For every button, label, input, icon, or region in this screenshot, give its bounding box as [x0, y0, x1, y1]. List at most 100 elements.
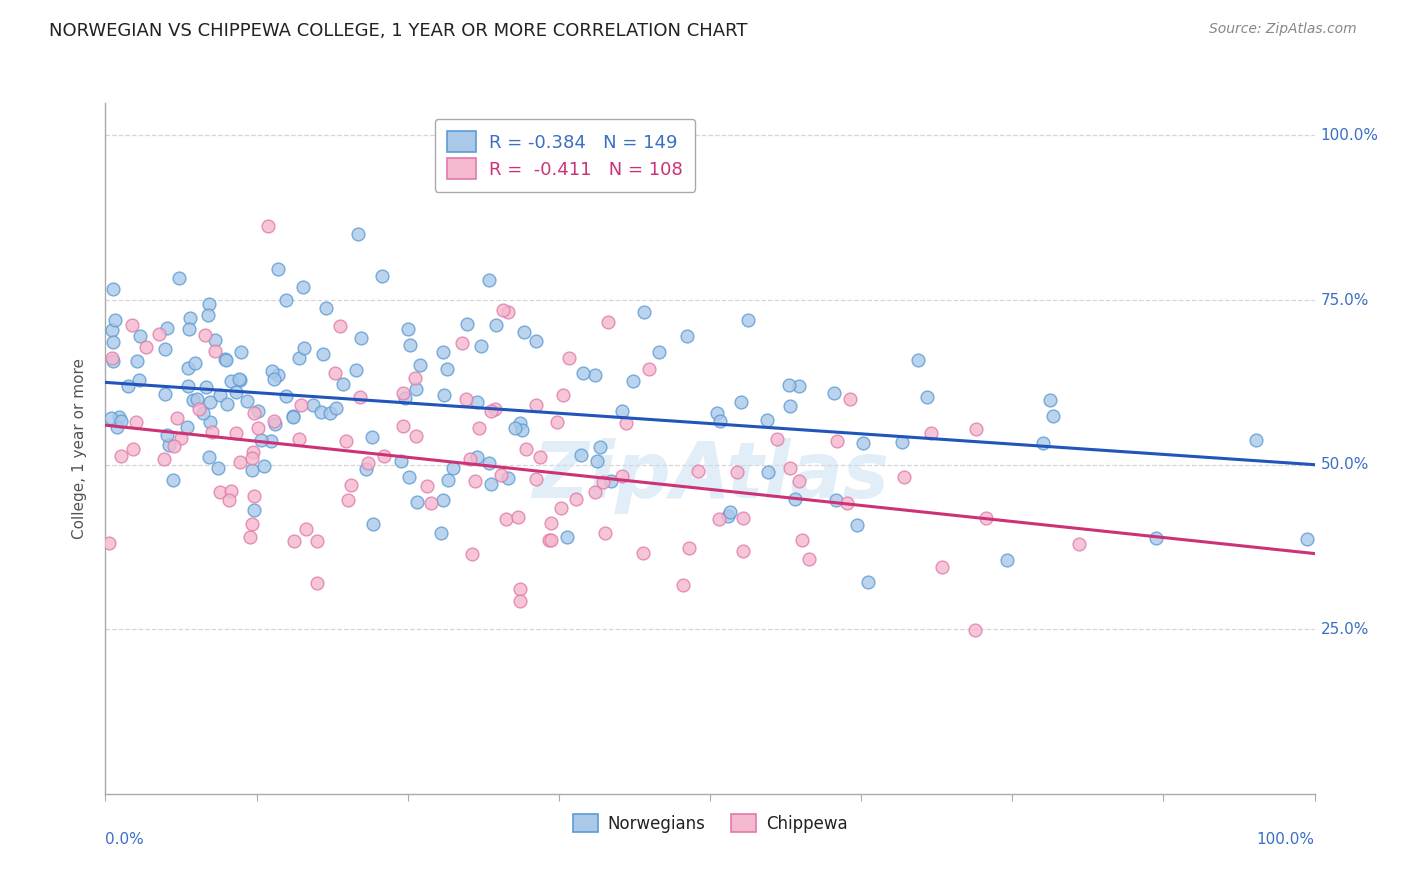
Point: [176, 379, 198, 393]
Point: [392, 418, 415, 433]
Point: [583, 368, 606, 382]
Point: [262, 364, 284, 378]
Point: [204, 333, 226, 347]
Point: [907, 353, 929, 368]
Point: [219, 375, 242, 389]
Point: [121, 442, 143, 457]
Point: [194, 328, 217, 343]
Point: [405, 382, 427, 396]
Point: [571, 366, 593, 380]
Point: [295, 523, 318, 537]
Point: [546, 415, 568, 429]
Y-axis label: College, 1 year or more: College, 1 year or more: [72, 358, 87, 539]
Point: [179, 322, 201, 336]
Point: [825, 492, 848, 507]
Point: [430, 526, 453, 541]
Point: [305, 576, 328, 591]
Point: [787, 474, 810, 488]
Point: [208, 388, 231, 402]
Point: [787, 379, 810, 393]
Point: [458, 452, 481, 467]
Point: [513, 325, 536, 339]
Point: [454, 392, 477, 406]
Point: [756, 465, 779, 479]
Point: [468, 421, 491, 435]
Point: [730, 394, 752, 409]
Point: [153, 387, 176, 401]
Point: [893, 470, 915, 484]
Point: [110, 449, 132, 463]
Text: 25.0%: 25.0%: [1320, 622, 1369, 637]
Point: [492, 303, 515, 318]
Point: [337, 492, 360, 507]
Point: [104, 313, 127, 327]
Point: [263, 414, 285, 428]
Point: [392, 386, 415, 401]
Point: [201, 425, 224, 439]
Point: [191, 407, 214, 421]
Point: [509, 582, 531, 596]
Point: [184, 356, 207, 370]
Point: [152, 452, 174, 467]
Point: [524, 334, 547, 348]
Point: [496, 471, 519, 485]
Point: [287, 351, 309, 366]
Point: [361, 516, 384, 531]
Point: [616, 416, 638, 430]
Point: [283, 534, 305, 549]
Point: [1246, 434, 1268, 448]
Point: [756, 413, 779, 427]
Text: NORWEGIAN VS CHIPPEWA COLLEGE, 1 YEAR OR MORE CORRELATION CHART: NORWEGIAN VS CHIPPEWA COLLEGE, 1 YEAR OR…: [49, 22, 748, 40]
Point: [344, 363, 367, 377]
Point: [170, 431, 193, 445]
Point: [292, 280, 315, 294]
Legend: Norwegians, Chippewa: Norwegians, Chippewa: [564, 805, 856, 841]
Point: [398, 338, 420, 352]
Point: [177, 361, 200, 376]
Point: [503, 420, 526, 434]
Point: [396, 322, 419, 336]
Point: [731, 544, 754, 558]
Point: [110, 414, 132, 428]
Point: [267, 368, 290, 382]
Point: [846, 518, 869, 533]
Point: [179, 310, 201, 325]
Point: [558, 351, 581, 365]
Text: 0.0%: 0.0%: [105, 832, 145, 847]
Point: [707, 512, 730, 526]
Point: [470, 339, 492, 353]
Point: [589, 440, 612, 454]
Point: [633, 305, 655, 319]
Point: [592, 475, 614, 489]
Point: [478, 456, 501, 470]
Point: [360, 430, 382, 444]
Point: [186, 392, 208, 406]
Point: [236, 394, 259, 409]
Point: [1032, 436, 1054, 450]
Point: [214, 352, 236, 367]
Point: [312, 347, 335, 361]
Point: [586, 454, 609, 468]
Point: [335, 434, 357, 449]
Point: [716, 508, 738, 523]
Point: [467, 450, 489, 465]
Point: [1296, 532, 1319, 546]
Point: [148, 326, 170, 341]
Point: [176, 419, 198, 434]
Point: [496, 305, 519, 319]
Point: [225, 385, 247, 400]
Point: [100, 411, 122, 425]
Point: [183, 392, 205, 407]
Point: [197, 450, 219, 464]
Point: [229, 455, 252, 469]
Point: [339, 478, 361, 492]
Point: [219, 483, 242, 498]
Point: [915, 390, 938, 404]
Point: [778, 377, 800, 392]
Point: [593, 526, 616, 541]
Point: [267, 261, 290, 276]
Point: [779, 399, 801, 413]
Point: [107, 420, 129, 434]
Point: [101, 351, 124, 365]
Point: [404, 371, 426, 385]
